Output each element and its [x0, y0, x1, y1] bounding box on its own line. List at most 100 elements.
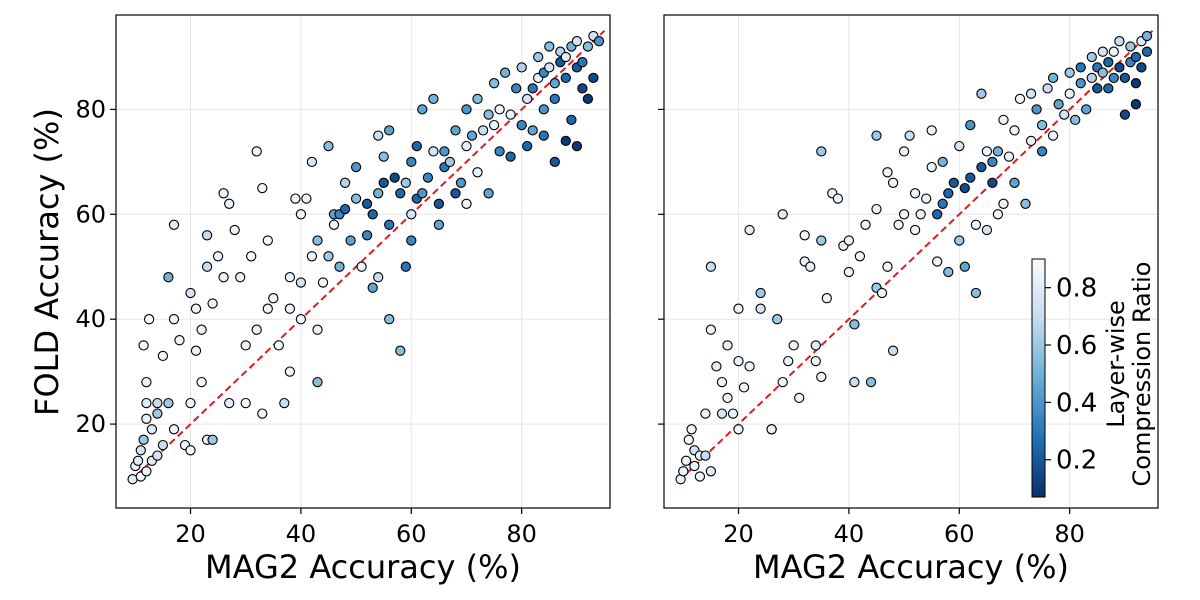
scatter-point [461, 198, 472, 209]
scatter-point [201, 230, 213, 241]
scatter-point [777, 376, 788, 388]
scatter-point [1097, 46, 1108, 57]
scatter-point [932, 209, 943, 220]
scatter-point [306, 251, 318, 262]
scatter-point [1141, 30, 1153, 42]
scatter-point [1119, 109, 1131, 120]
scatter-point [444, 156, 456, 168]
scatter-point [1125, 41, 1136, 52]
scatter-point [1081, 104, 1092, 115]
scatter-point [799, 230, 810, 241]
scatter-point [257, 408, 268, 419]
scatter-point [472, 167, 483, 178]
scatter-point [527, 125, 538, 136]
scatter-point [1036, 146, 1048, 157]
scatter-point [549, 93, 560, 105]
scatter-point [783, 355, 794, 367]
x-tick-label: 60 [396, 520, 427, 548]
scatter-point [246, 251, 257, 262]
scatter-point [976, 161, 987, 173]
scatter-point [345, 235, 356, 246]
scatter-point [141, 466, 152, 477]
scatter-point [146, 424, 158, 435]
identity-reference-line [677, 30, 1154, 483]
scatter-point [716, 376, 728, 388]
scatter-point [522, 93, 533, 105]
scatter-point [190, 345, 202, 356]
scatter-point [323, 140, 334, 152]
scatter-point [904, 130, 915, 141]
scatter-point [987, 156, 998, 168]
scatter-point [477, 125, 489, 136]
scatter-point [849, 319, 860, 330]
scatter-point [367, 282, 378, 293]
scatter-point [733, 355, 744, 367]
scatter-point [284, 366, 296, 377]
scatter-point [317, 277, 329, 288]
scatter-point [284, 272, 296, 283]
scatter-point [339, 203, 351, 215]
scatter-point [998, 114, 1009, 126]
scatter-point [157, 439, 169, 451]
scatter-point [483, 109, 494, 120]
scatter-point [218, 272, 229, 283]
scatter-point [1025, 135, 1037, 147]
scatter-point [240, 397, 251, 409]
scatter-point [505, 151, 516, 162]
scatter-point [279, 397, 290, 409]
scatter-point [1086, 72, 1097, 84]
x-tick-label: 20 [723, 520, 754, 548]
scatter-point [1075, 78, 1086, 89]
scatter-point [163, 397, 174, 409]
x-tick-label: 20 [175, 520, 206, 548]
scatter-point [992, 146, 1004, 157]
scatter-point [1097, 67, 1108, 78]
scatter-point [384, 125, 395, 136]
scatter-point [976, 88, 987, 99]
scatter-point [138, 434, 149, 445]
scatter-point [466, 130, 478, 141]
scatter-point [832, 193, 844, 204]
scatter-point [898, 209, 910, 220]
scatter-point [224, 397, 235, 409]
scatter-point [450, 188, 461, 199]
scatter-point [871, 130, 882, 141]
scatter-point [488, 78, 500, 89]
scatter-point [273, 340, 284, 351]
scatter-point [433, 198, 445, 209]
scatter-point [854, 251, 866, 262]
colorbar-tick-label: 0.8 [1056, 274, 1097, 304]
scatter-point [970, 287, 982, 299]
scatter-point [384, 219, 395, 230]
scatter-point [722, 392, 733, 404]
scatter-point [1047, 130, 1059, 141]
scatter-point [965, 119, 976, 131]
scatter-point [262, 303, 273, 314]
colorbar-tick-label: 0.4 [1056, 388, 1097, 418]
scatter-point [472, 93, 483, 105]
scatter-point [295, 314, 307, 325]
scatter-point [1075, 62, 1086, 73]
scatter-point [810, 340, 821, 351]
scatter-point [744, 224, 755, 236]
scatter-point [143, 314, 155, 325]
right-reference-line [677, 30, 1154, 483]
left-y-ticks: 20 40 60 80 [75, 95, 116, 438]
scatter-point [295, 209, 307, 220]
scatter-point [965, 172, 976, 183]
x-tick-label: 80 [506, 520, 537, 548]
scatter-point [185, 287, 196, 299]
scatter-point [560, 72, 571, 84]
scatter-point [378, 151, 389, 162]
scatter-point [290, 193, 301, 204]
y-tick-label: 60 [75, 200, 106, 228]
x-tick-label: 60 [944, 520, 975, 548]
scatter-point [755, 287, 766, 299]
scatter-point [499, 67, 511, 78]
scatter-point [937, 198, 948, 209]
scatter-point [727, 408, 739, 419]
scatter-point [1130, 51, 1142, 63]
left-grid [116, 15, 610, 508]
left-scatter-panel: 20 40 60 80 20 40 60 80 MAG2 Accuracy (%) FOLD… [28, 14, 611, 586]
scatter-point [450, 125, 461, 136]
